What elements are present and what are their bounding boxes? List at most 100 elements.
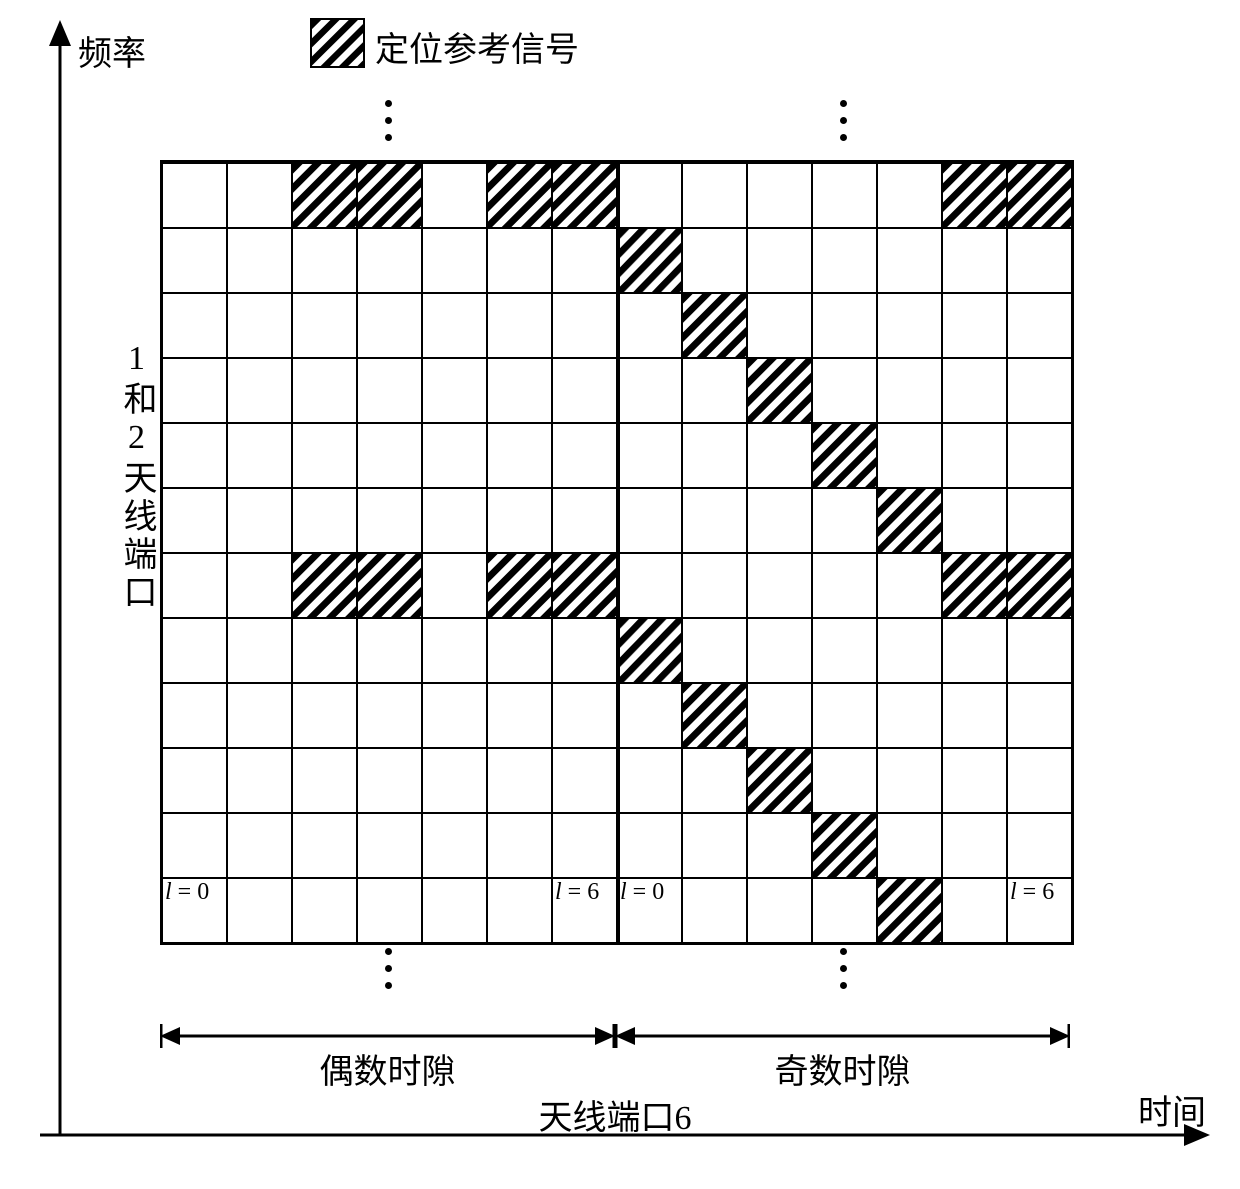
ellipsis-dots bbox=[840, 948, 847, 989]
grid-cell bbox=[162, 618, 227, 683]
grid-cell bbox=[487, 358, 552, 423]
grid-cell-prs bbox=[617, 228, 682, 293]
grid-cell bbox=[162, 163, 227, 228]
grid-cell-prs bbox=[292, 553, 357, 618]
grid-cell bbox=[617, 163, 682, 228]
grid-cell bbox=[357, 878, 422, 943]
grid-cell bbox=[422, 423, 487, 488]
grid-cell bbox=[877, 813, 942, 878]
grid-cell-prs bbox=[877, 878, 942, 943]
grid-cell bbox=[877, 748, 942, 813]
grid-cell bbox=[422, 163, 487, 228]
symbol-index-label: l = 6 bbox=[1010, 879, 1054, 906]
grid-cell-prs bbox=[1007, 163, 1072, 228]
grid-cell bbox=[1007, 748, 1072, 813]
grid-cell bbox=[682, 358, 747, 423]
grid-cell bbox=[877, 293, 942, 358]
grid-cell bbox=[942, 488, 1007, 553]
grid-cell bbox=[487, 293, 552, 358]
symbol-index-label: l = 0 bbox=[165, 879, 209, 906]
grid-cell bbox=[747, 488, 812, 553]
grid-cell bbox=[682, 488, 747, 553]
grid-cell-prs bbox=[747, 748, 812, 813]
grid-cell bbox=[227, 618, 292, 683]
grid-cell bbox=[357, 423, 422, 488]
grid-cell bbox=[1007, 618, 1072, 683]
grid-cell bbox=[747, 228, 812, 293]
grid-cell-prs bbox=[552, 553, 617, 618]
grid-cell bbox=[877, 163, 942, 228]
grid-cell bbox=[487, 618, 552, 683]
grid-cell bbox=[617, 553, 682, 618]
grid-cell bbox=[162, 488, 227, 553]
grid-cell bbox=[747, 878, 812, 943]
grid-cell bbox=[942, 618, 1007, 683]
grid-cell bbox=[1007, 423, 1072, 488]
grid-cell bbox=[357, 748, 422, 813]
grid-cell bbox=[1007, 813, 1072, 878]
grid-cell-prs bbox=[812, 813, 877, 878]
grid-cell bbox=[487, 813, 552, 878]
grid-cell bbox=[682, 423, 747, 488]
grid-cell bbox=[747, 423, 812, 488]
label-antenna-port-6: 天线端口6 bbox=[160, 1090, 1070, 1139]
grid-cell-prs bbox=[552, 163, 617, 228]
grid-cell bbox=[162, 748, 227, 813]
grid-cell bbox=[747, 163, 812, 228]
grid-cell-prs bbox=[682, 683, 747, 748]
grid-cell bbox=[552, 618, 617, 683]
grid-cell bbox=[552, 423, 617, 488]
grid-cell bbox=[942, 748, 1007, 813]
grid-cell bbox=[552, 358, 617, 423]
grid-cell bbox=[812, 163, 877, 228]
grid-cell bbox=[422, 683, 487, 748]
grid-cell bbox=[162, 228, 227, 293]
grid-cell bbox=[812, 553, 877, 618]
grid-cell-prs bbox=[487, 163, 552, 228]
grid-cell bbox=[747, 293, 812, 358]
grid-cell bbox=[422, 293, 487, 358]
grid-cell bbox=[812, 228, 877, 293]
grid-cell bbox=[552, 813, 617, 878]
grid-cell bbox=[487, 878, 552, 943]
grid-cell bbox=[357, 228, 422, 293]
grid-cell bbox=[682, 553, 747, 618]
grid-cell bbox=[877, 358, 942, 423]
grid-cell bbox=[227, 488, 292, 553]
grid-cell bbox=[422, 553, 487, 618]
grid-cell bbox=[422, 748, 487, 813]
grid-cell bbox=[942, 683, 1007, 748]
grid-cell bbox=[682, 163, 747, 228]
grid-cell bbox=[552, 488, 617, 553]
grid-cell-prs bbox=[292, 163, 357, 228]
grid-cell bbox=[227, 423, 292, 488]
grid-cell bbox=[487, 683, 552, 748]
y-axis-label: 频率 bbox=[78, 26, 146, 75]
grid-cell-prs bbox=[747, 358, 812, 423]
grid-cell bbox=[487, 748, 552, 813]
y-axis bbox=[45, 20, 75, 1140]
grid-cell bbox=[357, 813, 422, 878]
grid-cell bbox=[292, 748, 357, 813]
grid-cell bbox=[422, 488, 487, 553]
grid-cell bbox=[422, 618, 487, 683]
grid-cell bbox=[617, 813, 682, 878]
grid-cell bbox=[942, 228, 1007, 293]
grid-cell bbox=[292, 228, 357, 293]
grid-cell bbox=[877, 553, 942, 618]
grid-cell bbox=[812, 683, 877, 748]
symbol-index-label: l = 0 bbox=[620, 879, 664, 906]
grid-cell bbox=[617, 358, 682, 423]
grid-cell bbox=[682, 813, 747, 878]
grid-cell-prs bbox=[617, 618, 682, 683]
grid-cell bbox=[552, 748, 617, 813]
grid-cell bbox=[682, 748, 747, 813]
grid-cell bbox=[292, 293, 357, 358]
grid-cell bbox=[487, 423, 552, 488]
grid-cell bbox=[422, 358, 487, 423]
grid-cell bbox=[1007, 488, 1072, 553]
grid-cell bbox=[877, 618, 942, 683]
grid-cell bbox=[292, 618, 357, 683]
grid-cell-prs bbox=[942, 553, 1007, 618]
grid-cell bbox=[942, 423, 1007, 488]
